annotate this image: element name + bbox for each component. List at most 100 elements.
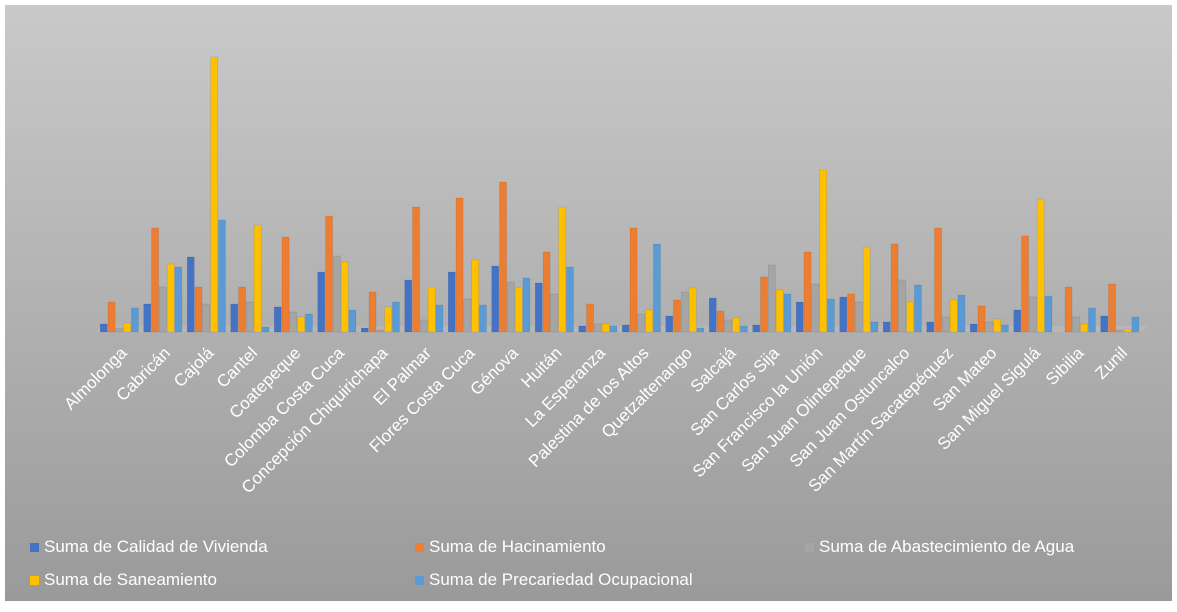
bar — [890, 243, 899, 333]
bar — [1029, 296, 1037, 333]
bar — [819, 169, 827, 333]
bar — [455, 197, 464, 333]
bar — [566, 266, 574, 333]
bar — [376, 329, 385, 333]
legend-label: Suma de Hacinamiento — [429, 537, 606, 556]
bar — [384, 306, 392, 333]
bar — [1021, 235, 1029, 333]
bar — [159, 286, 167, 333]
bar — [246, 301, 254, 333]
bar — [1072, 316, 1081, 333]
bar — [645, 309, 653, 333]
bar — [732, 317, 740, 333]
bar — [724, 319, 733, 333]
bar — [522, 277, 531, 333]
bar — [404, 279, 412, 333]
bar — [586, 303, 594, 333]
bar — [491, 265, 499, 333]
bar — [870, 321, 879, 333]
bar — [230, 303, 238, 333]
bar — [768, 264, 776, 333]
bar — [601, 323, 610, 333]
bar — [340, 261, 349, 333]
bar — [949, 299, 958, 333]
bar — [775, 289, 784, 333]
bar — [696, 327, 705, 333]
bar — [427, 286, 436, 333]
legend-swatch — [30, 543, 39, 552]
bar — [942, 316, 950, 333]
bar — [709, 297, 717, 333]
bar — [803, 251, 812, 333]
bar — [420, 319, 428, 333]
bar — [926, 321, 934, 333]
bar — [261, 326, 270, 333]
bar — [151, 227, 159, 333]
bar — [1108, 283, 1116, 333]
bar — [479, 304, 487, 333]
bar — [325, 215, 333, 333]
bar — [847, 293, 855, 333]
bar — [1116, 329, 1124, 333]
bar — [194, 286, 203, 333]
bar — [471, 259, 479, 333]
bar — [499, 181, 507, 333]
bar — [1044, 295, 1053, 333]
bar — [1131, 316, 1140, 333]
bar — [783, 293, 792, 333]
legend-label: Suma de Calidad de Vivienda — [44, 537, 268, 556]
bar — [578, 325, 586, 333]
bar — [317, 271, 325, 333]
bar — [977, 305, 986, 333]
bar — [665, 315, 673, 333]
bar — [297, 316, 305, 333]
bar — [187, 256, 195, 333]
bar — [752, 324, 760, 333]
bar — [333, 255, 341, 333]
bar — [392, 301, 400, 333]
bar — [1001, 324, 1009, 333]
bar — [289, 311, 298, 333]
bar — [1036, 198, 1045, 333]
bar — [107, 301, 116, 333]
bar — [305, 313, 313, 333]
bar — [253, 224, 262, 333]
bar — [594, 323, 602, 333]
bar — [535, 282, 543, 333]
legend-swatch — [415, 543, 424, 552]
bar — [740, 325, 748, 333]
bar — [210, 56, 218, 333]
bar — [906, 301, 914, 333]
bar — [760, 276, 768, 333]
bar — [238, 286, 246, 333]
bar — [166, 263, 175, 333]
bar — [883, 321, 891, 333]
bar — [507, 281, 515, 333]
legend-swatch — [805, 543, 814, 552]
bar — [862, 246, 871, 333]
bar — [115, 327, 124, 333]
bar — [637, 313, 646, 333]
bar — [202, 303, 211, 333]
bar — [622, 324, 630, 333]
bar — [957, 294, 966, 333]
bar — [218, 219, 226, 333]
bar — [174, 266, 183, 333]
bar — [716, 310, 725, 333]
bar — [629, 227, 638, 333]
bar — [448, 271, 456, 333]
bar — [855, 301, 863, 333]
bar — [934, 227, 942, 333]
bar — [688, 287, 697, 333]
bar — [914, 284, 922, 333]
bar — [1123, 328, 1132, 333]
bar — [1064, 286, 1073, 333]
bar — [412, 206, 420, 333]
bar — [811, 283, 820, 333]
bar — [681, 291, 689, 333]
bar — [143, 303, 151, 333]
bar — [985, 321, 994, 333]
bar — [348, 309, 357, 333]
bar — [542, 251, 551, 333]
bar — [1088, 307, 1096, 333]
